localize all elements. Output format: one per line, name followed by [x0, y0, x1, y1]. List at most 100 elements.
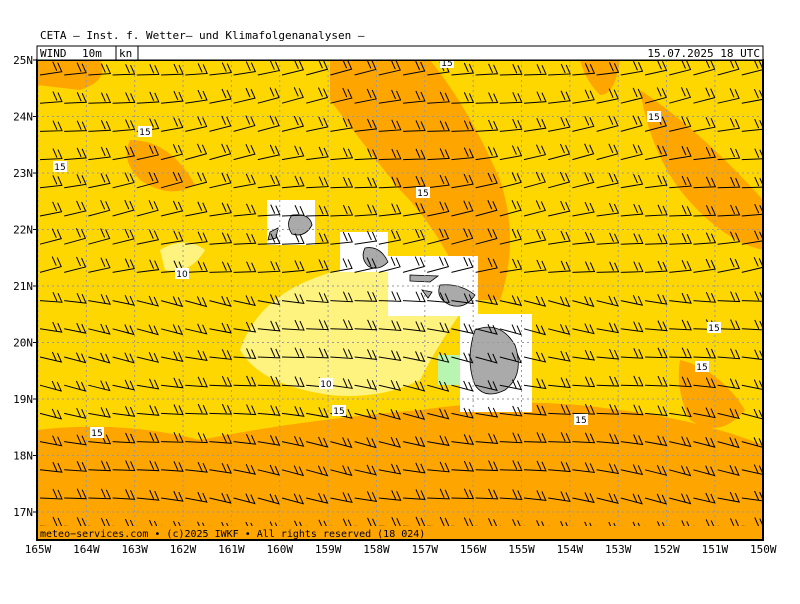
wind-barb	[499, 379, 523, 391]
wind-barb	[717, 88, 740, 104]
wind-barb	[185, 296, 208, 308]
wind-barb	[112, 379, 135, 391]
wind-barb	[741, 60, 763, 76]
wind-barb	[39, 351, 63, 363]
wind-barb	[209, 232, 233, 245]
wind-barb	[596, 88, 619, 104]
wind-barb	[233, 433, 257, 445]
wind-barb	[693, 492, 716, 504]
contour-label-bg	[138, 126, 152, 137]
wind-barb	[281, 175, 305, 189]
wind-barb	[475, 380, 498, 392]
wind-barb	[644, 87, 667, 104]
lon-label: 164W	[73, 543, 100, 556]
wind-barb	[39, 408, 63, 420]
wind-barb	[112, 460, 136, 471]
wind-barb	[644, 233, 668, 245]
wind-barb	[64, 147, 87, 161]
wind-barb	[306, 232, 329, 245]
wind-barb	[523, 229, 547, 245]
wind-barb	[112, 199, 135, 217]
wind-barb	[596, 295, 619, 307]
wind-barb	[209, 143, 232, 161]
wind-barb	[523, 324, 547, 336]
wind-barb	[499, 118, 523, 132]
contour-label-bg	[416, 187, 430, 198]
wind-barb	[64, 92, 87, 104]
info-bar	[36, 45, 764, 61]
wind-barb	[620, 144, 643, 161]
wind-barb	[354, 319, 378, 331]
wind-barb	[669, 347, 692, 359]
wind-barb	[136, 351, 160, 363]
wind-barb	[717, 257, 740, 273]
wind-barb	[741, 89, 763, 104]
wind-barb	[596, 433, 620, 445]
wind-barb	[717, 491, 741, 503]
wind-barb	[233, 233, 257, 245]
wind-barb	[620, 233, 644, 245]
wind-barb	[185, 172, 208, 189]
wind-barb	[451, 293, 475, 305]
wind-barb	[39, 256, 62, 273]
wind-barb	[717, 465, 740, 476]
wind-barb	[185, 143, 208, 161]
wind-barb	[233, 463, 257, 475]
contour-label: 15	[575, 416, 586, 426]
wind-barb	[233, 295, 256, 307]
wind-barb	[451, 434, 475, 445]
wind-barb	[64, 62, 87, 76]
wind-barb	[741, 319, 763, 331]
wind-barb	[64, 256, 87, 273]
wind-barb	[693, 347, 717, 359]
contour-label-bg	[707, 322, 721, 333]
wind-barb	[136, 489, 160, 501]
wind-barb	[378, 463, 402, 475]
wind-barb	[185, 461, 208, 473]
wind-barb	[572, 172, 595, 189]
wind-barb	[354, 491, 378, 502]
wind-barb	[644, 60, 668, 76]
contour-labels: 15 15 15 15 10 15 10 15 15 15 15 15	[53, 60, 721, 439]
wind-barb	[354, 118, 378, 132]
wind-barb	[402, 351, 426, 363]
wind-barb	[39, 321, 63, 333]
wind-barb	[548, 324, 571, 336]
wind-barb	[160, 117, 184, 132]
wind-barb	[257, 233, 281, 245]
wind-barb	[475, 257, 498, 273]
wind-barb	[378, 203, 402, 217]
wind-barb	[451, 62, 475, 76]
wind-barb	[596, 493, 619, 504]
wind-barb	[112, 92, 136, 104]
wind-barb	[596, 143, 619, 161]
wind-barb	[88, 146, 111, 161]
wind-barb	[185, 491, 208, 503]
wind-barb	[402, 380, 426, 392]
wind-barb	[306, 205, 329, 217]
wind-barb	[717, 348, 741, 360]
title: CETA — Inst. f. Wetter— und Klimafolgena…	[40, 29, 365, 42]
wind-barb	[693, 407, 716, 419]
wind-barb	[596, 172, 619, 189]
wind-barb	[669, 60, 692, 76]
wind-barb	[233, 115, 256, 132]
wind-barb	[112, 172, 135, 189]
wind-barb	[693, 436, 716, 448]
wind-barb	[354, 349, 378, 360]
wind-barb	[572, 296, 595, 308]
wind-barb	[741, 230, 763, 245]
wind-barb	[233, 87, 256, 104]
lat-label: 23N	[13, 167, 33, 180]
wind-barb	[160, 90, 184, 104]
wind-barb	[330, 204, 354, 217]
wind-barb	[257, 115, 280, 132]
wind-barb	[136, 460, 160, 472]
wind-barb	[402, 228, 426, 245]
wind-barb	[523, 460, 547, 472]
wind-barb	[160, 324, 184, 336]
wind-barb	[572, 231, 596, 245]
contour-label-bg	[574, 414, 588, 425]
wind-barb	[306, 259, 329, 273]
wind-barb	[112, 489, 136, 500]
